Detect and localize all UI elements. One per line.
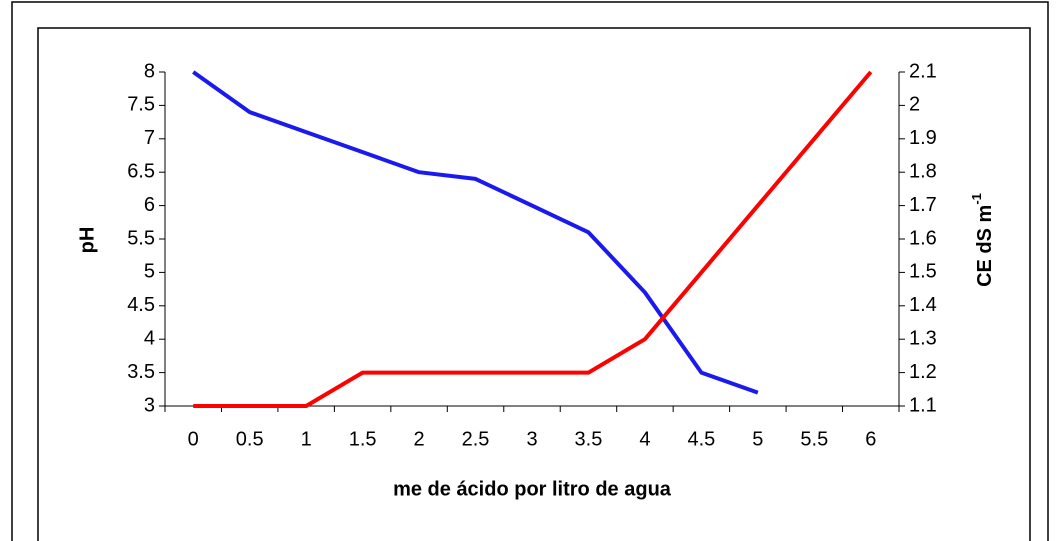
series-line	[192, 70, 759, 395]
x-tick-label: 0	[188, 428, 199, 450]
x-tick-label: 5	[752, 428, 763, 450]
x-tick-label: 4	[639, 428, 650, 450]
y2-tick-label: 2	[909, 94, 920, 116]
y-tick-label: 7	[144, 127, 155, 149]
x-tick-label: 3.5	[575, 428, 603, 450]
y-tick-label: 4.5	[127, 294, 155, 316]
x-tick-label: 3	[526, 428, 537, 450]
y-tick-label: 5.5	[127, 227, 155, 249]
x-tick-label: 4.5	[687, 428, 715, 450]
y2-axis-title-superscript: -1	[969, 193, 984, 205]
y2-axis-title-main: CE dS m	[974, 205, 996, 287]
x-tick-label: 1.5	[349, 428, 377, 450]
chart-frame	[37, 27, 1031, 541]
y2-tick-label: 1.8	[909, 160, 937, 182]
x-tick-label: 2.5	[462, 428, 490, 450]
x-tick-label: 6	[865, 428, 876, 450]
y2-tick-label: 1.5	[909, 261, 937, 283]
y2-tick-label: 1.7	[909, 194, 937, 216]
y2-axis-title: CE dS m-1	[969, 193, 996, 287]
y-tick-label: 8	[144, 60, 155, 82]
y-tick-label: 5	[144, 261, 155, 283]
y2-tick-label: 1.4	[909, 294, 937, 316]
y2-tick-label: 1.6	[909, 227, 937, 249]
outer-frame	[11, 1, 1049, 541]
y2-tick-label: 1.2	[909, 361, 937, 383]
x-tick-label: 2	[414, 428, 425, 450]
y2-tick-label: 1.1	[909, 394, 937, 416]
series-line	[193, 70, 873, 408]
y2-tick-label: 1.3	[909, 327, 937, 349]
x-tick-label: 5.5	[800, 428, 828, 450]
y-tick-label: 3	[144, 394, 155, 416]
x-tick-label: 0.5	[236, 428, 264, 450]
y-tick-label: 7.5	[127, 94, 155, 116]
y-tick-label: 6	[144, 194, 155, 216]
y-tick-label: 3.5	[127, 361, 155, 383]
y-tick-label: 6.5	[127, 160, 155, 182]
x-tick-label: 1	[301, 428, 312, 450]
x-axis-title: me de ácido por litro de agua	[393, 478, 672, 500]
y2-tick-label: 2.1	[909, 60, 937, 82]
y2-tick-label: 1.9	[909, 127, 937, 149]
y-axis-title: pH	[76, 227, 98, 254]
y-tick-label: 4	[144, 327, 155, 349]
